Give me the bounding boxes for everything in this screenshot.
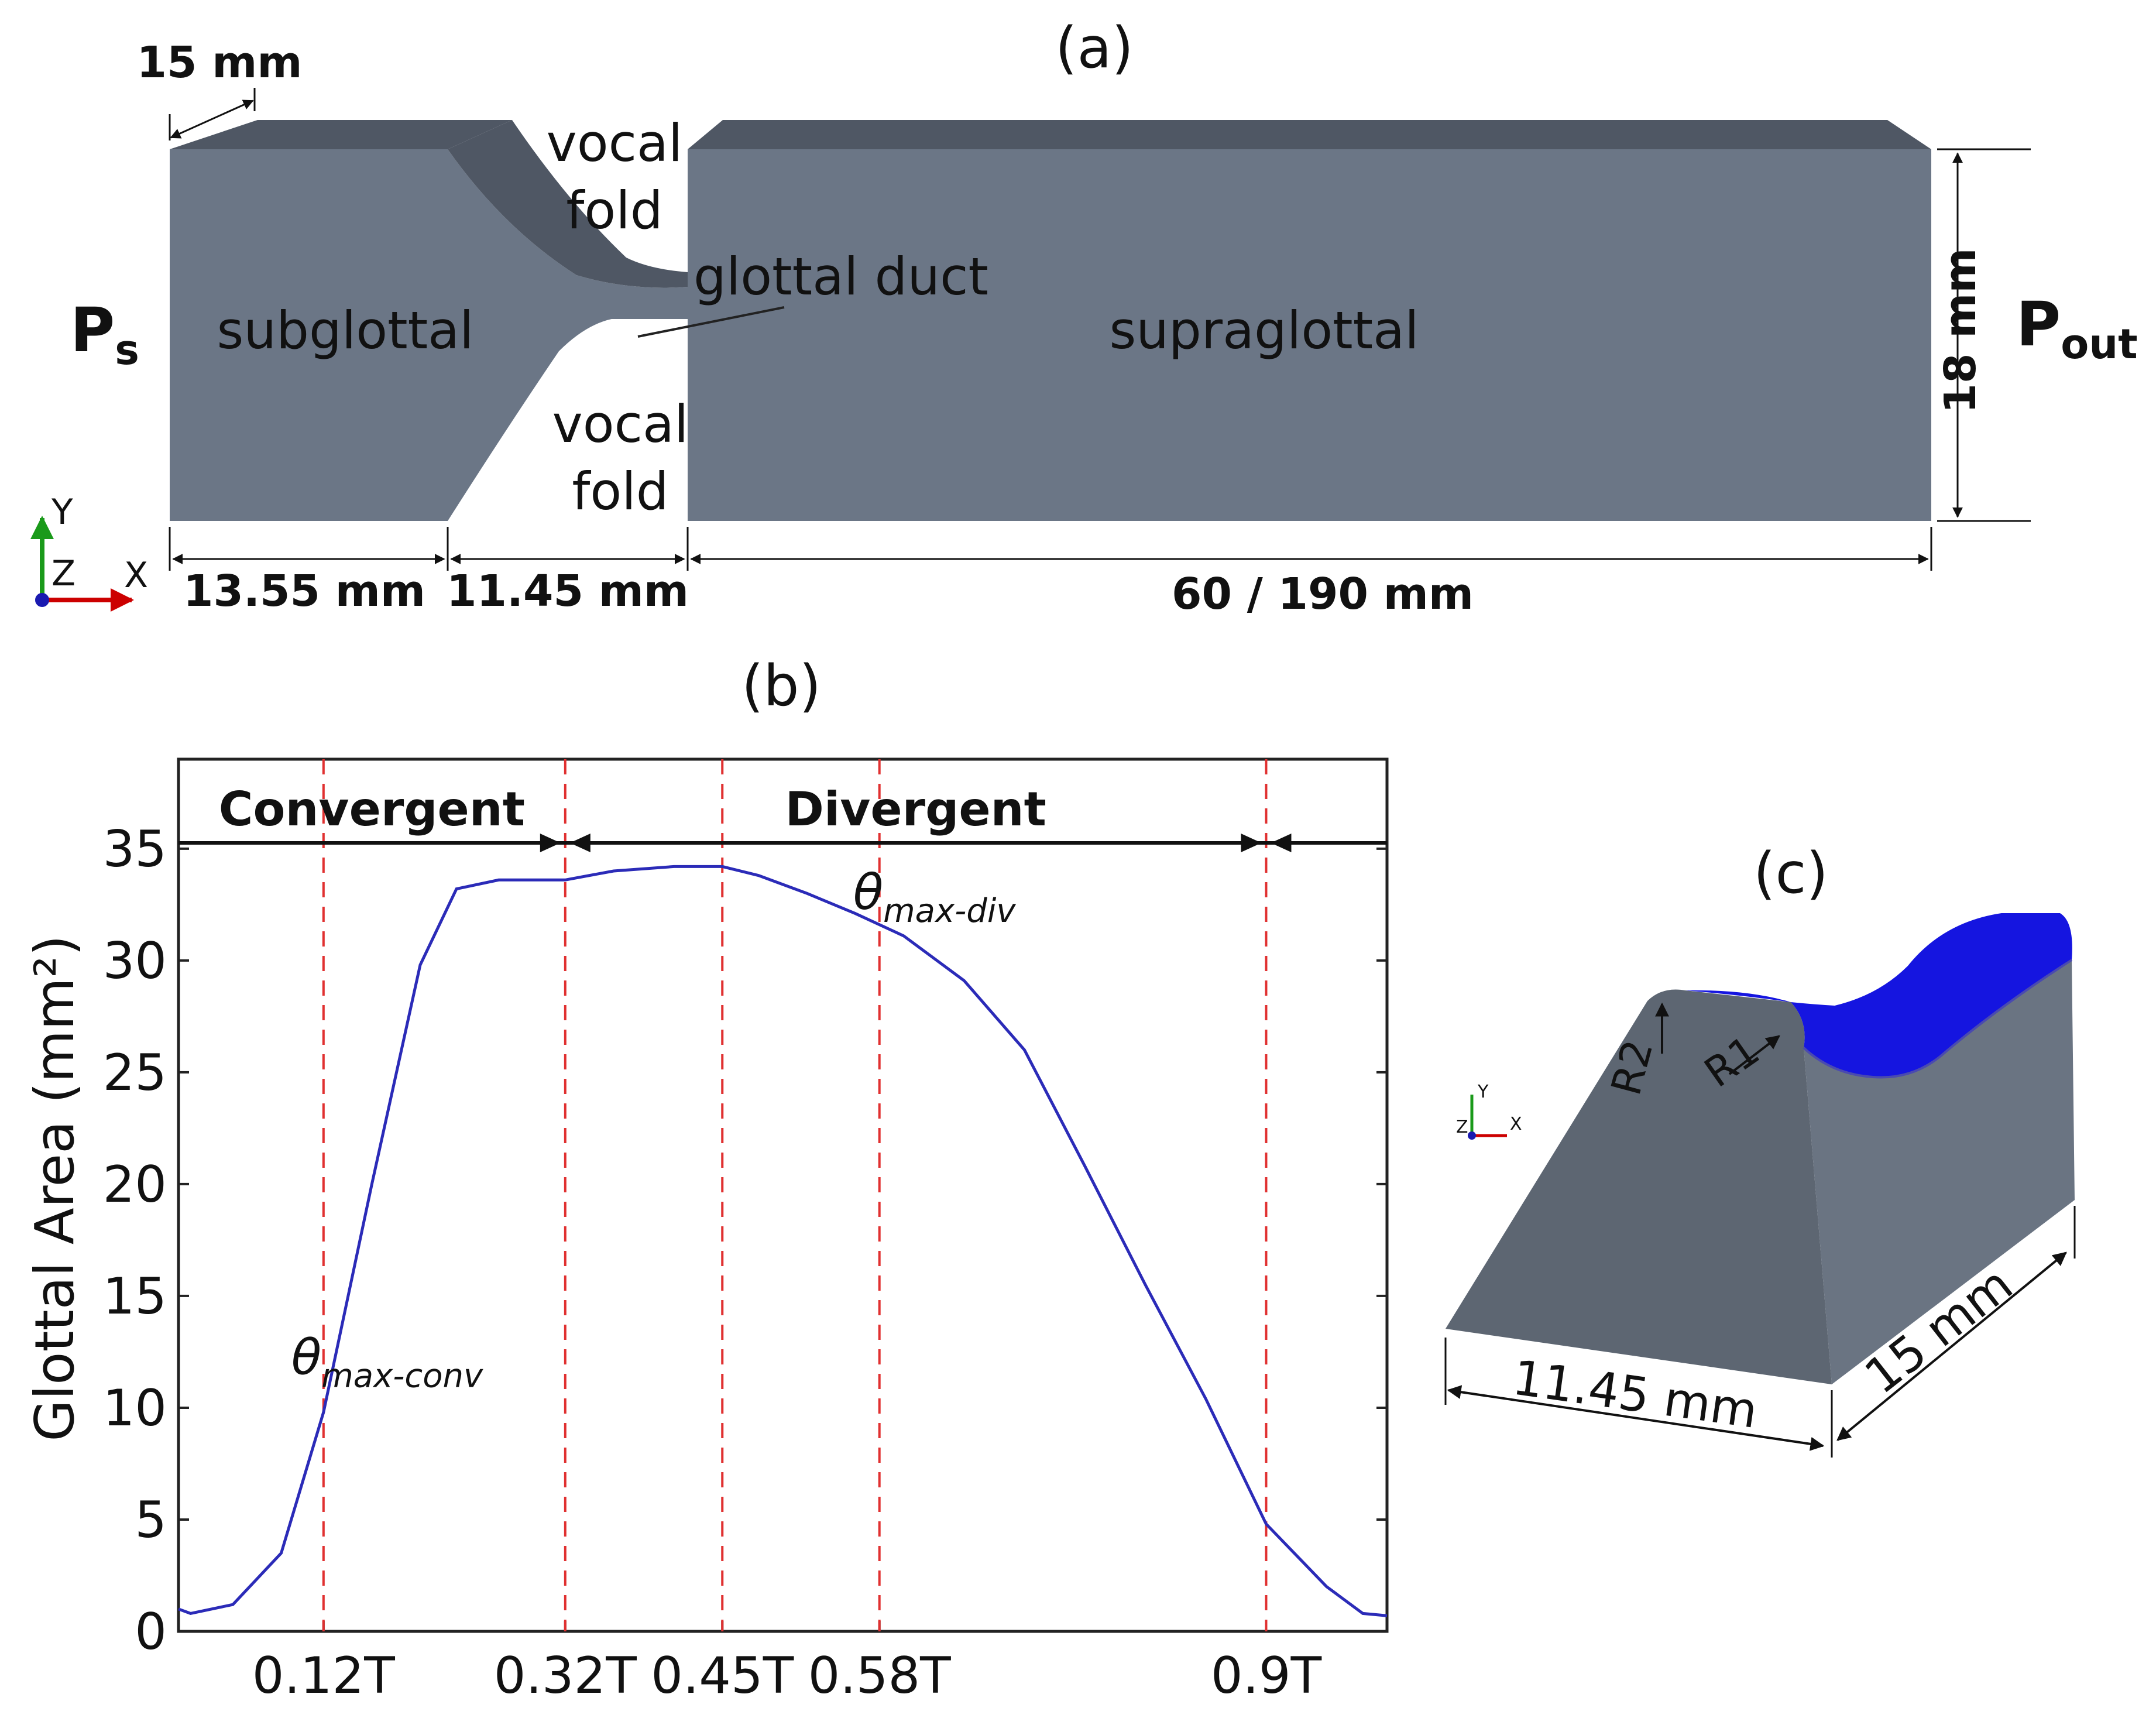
r1-arrow	[1728, 1035, 1780, 1075]
y-axis-letter: Y	[51, 492, 73, 533]
supraglottal-length-label: 60 / 190 mm	[1172, 569, 1474, 619]
y-tick-label: 30	[103, 932, 167, 990]
x-tick-label: 0.45T	[651, 1647, 794, 1705]
supraglottal-top-face	[688, 120, 1931, 149]
depth-dimension-label: 15 mm	[137, 37, 303, 88]
z-axis-dot-c	[1468, 1131, 1476, 1140]
fold-length-label: 11.45 mm	[447, 566, 689, 616]
region-arrowhead	[1241, 834, 1262, 852]
subglottal-length-label: 13.55 mm	[183, 566, 425, 616]
panel-b-chart: (b) Glottal Area (mm²) 0 5 10 15 20 25 30 35 0.1…	[23, 653, 1389, 1705]
axis-triad-a: Y Z X	[30, 492, 148, 612]
subglottal-label: subglottal	[217, 300, 473, 361]
top-surface-edge	[1803, 959, 2073, 1079]
lower-vocal-fold-label-2: fold	[572, 461, 668, 522]
glottal-duct-label: glottal duct	[694, 246, 988, 307]
y-tick-label: 35	[103, 820, 167, 879]
x-tick-label: 0.58T	[808, 1647, 951, 1705]
glottal-duct-leader	[637, 306, 785, 338]
x-axis-letter: X	[124, 555, 148, 596]
supraglottal-region	[688, 149, 1931, 521]
region-arrowhead	[540, 834, 561, 852]
region-label: Divergent	[785, 782, 1046, 836]
panel-a-geometry: (a) subglottal supraglottal glottal duct…	[30, 15, 2138, 619]
upper-vocal-fold-label-2: fold	[566, 180, 662, 241]
theta-annotation: θmax-conv	[291, 1329, 483, 1395]
vline-group	[322, 759, 1268, 1631]
y-axis-letter-c: Y	[1477, 1082, 1489, 1102]
z-axis-dot	[35, 593, 49, 607]
length-dimension-line	[1447, 1385, 1825, 1451]
panel-c-3d-model: (c) R2 R1 11.45 mm 15 mm Y Z X	[1444, 841, 2076, 1458]
annotation-group: θmax-conv θmax-div	[291, 863, 1017, 1395]
plot-frame	[177, 757, 1389, 1633]
tick-group: 0 5 10 15 20 25 30 35 0.12T 0.32T 0.45T 0.58T 0.9T	[103, 820, 1387, 1705]
y-axis-title: Glottal Area (mm²)	[23, 935, 86, 1441]
y-tick-label: 20	[103, 1155, 167, 1214]
y-tick-label: 25	[103, 1044, 167, 1102]
glottal-area-line	[178, 865, 1388, 1617]
upper-vocal-fold-label-1: vocal	[547, 113, 683, 173]
y-tick-label: 10	[103, 1379, 167, 1438]
inlet-pressure-label: Ps	[70, 294, 139, 374]
z-axis-letter: Z	[52, 553, 75, 594]
height-dimension-label: 18 mm	[1935, 248, 1986, 414]
panel-a-label: (a)	[1055, 15, 1134, 81]
region-label: Convergent	[219, 782, 525, 836]
region-arrowhead	[569, 834, 591, 852]
axis-triad-c: Y Z X	[1456, 1082, 1522, 1140]
panel-b-label: (b)	[741, 653, 821, 719]
lower-vocal-fold-label-1: vocal	[552, 394, 689, 454]
y-tick-label: 15	[103, 1267, 167, 1326]
region-group: Convergent Divergent	[178, 782, 1387, 852]
outlet-pressure-label: Pout	[2016, 289, 2138, 368]
y-tick-label: 5	[135, 1491, 167, 1549]
z-axis-letter-c: Z	[1456, 1117, 1468, 1137]
y-tick-label: 0	[135, 1603, 167, 1661]
depth-dimension-line-c	[1836, 1251, 2067, 1441]
supraglottal-label: supraglottal	[1109, 300, 1419, 361]
x-tick-label: 0.12T	[252, 1647, 395, 1705]
x-axis-letter-c: X	[1510, 1114, 1522, 1134]
subglottal-top-face	[170, 120, 512, 149]
x-tick-label: 0.9T	[1211, 1647, 1322, 1705]
theta-annotation: θmax-div	[853, 863, 1017, 930]
upper-vocal-fold-face	[448, 120, 688, 288]
subglottal-region	[170, 149, 688, 521]
front-face	[1446, 989, 1832, 1384]
region-arrowhead	[1271, 834, 1292, 852]
x-tick-label: 0.32T	[494, 1647, 637, 1705]
top-surface	[1685, 913, 2072, 1078]
depth-dimension-line	[170, 100, 254, 139]
panel-c-label: (c)	[1753, 841, 1828, 906]
